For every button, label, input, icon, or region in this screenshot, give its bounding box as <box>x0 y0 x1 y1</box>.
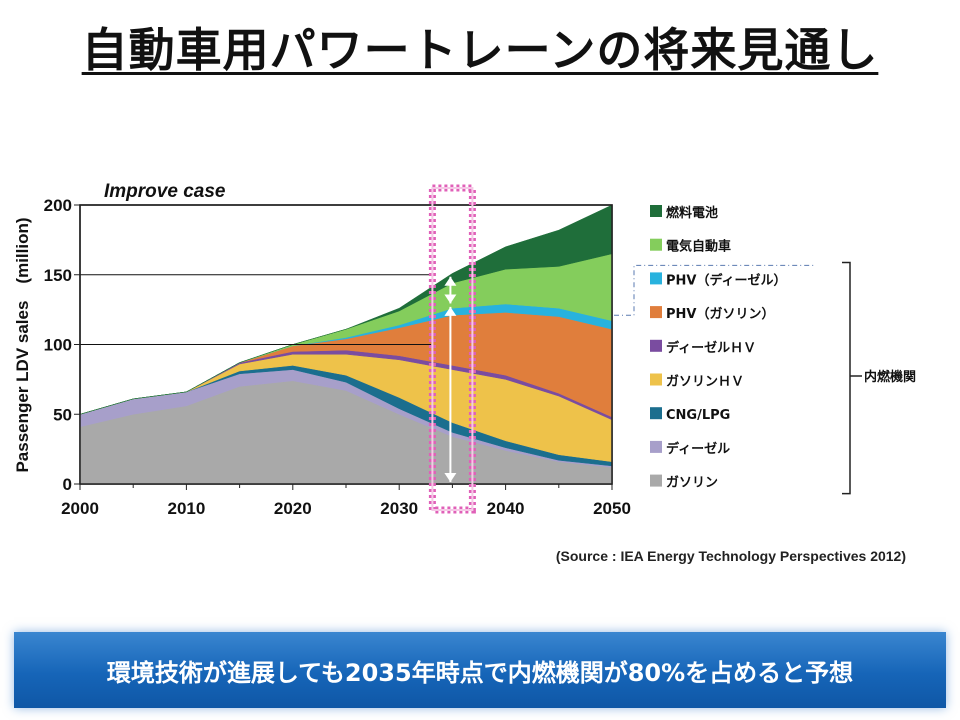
arrow-non-ice-head-up <box>444 276 457 286</box>
arrow-ice-head-up <box>444 306 457 316</box>
legend-swatch <box>650 407 662 420</box>
legend-swatch <box>650 306 662 319</box>
legend-swatch <box>650 440 662 453</box>
page-title: 自動車用パワートレーンの将来見通し <box>81 23 879 77</box>
y-tick-label: 100 <box>44 336 72 355</box>
legend-label: 電気自動車 <box>666 239 731 255</box>
legend-label: ディーゼルＨＶ <box>666 340 756 356</box>
highlight-box-inner <box>431 187 474 511</box>
y-tick-label: 150 <box>44 266 72 285</box>
legend-label: ガソリン <box>666 476 718 491</box>
y-tick-label: 0 <box>63 475 72 494</box>
x-tick-label: 2000 <box>61 499 99 518</box>
legend-label: CNG/LPG <box>666 408 730 423</box>
legend-label: ガソリンＨＶ <box>666 375 744 390</box>
y-axis-label: Passenger LDV sales (million) <box>13 217 32 472</box>
legend-swatch <box>650 373 662 386</box>
legend-label: ディーゼル <box>666 441 730 457</box>
ice-bracket <box>842 261 851 495</box>
legend-swatch <box>650 474 662 487</box>
x-tick-label: 2010 <box>167 499 205 518</box>
legend-label: PHV（ガソリン） <box>666 306 774 322</box>
legend-swatch <box>650 205 662 217</box>
legend-swatch <box>650 238 662 251</box>
arrow-non-ice-head-down <box>444 294 457 304</box>
summary-text: 環境技術が進展しても2035年時点で内燃機関が80%を占めると予想 <box>106 658 854 687</box>
legend-swatch <box>650 272 662 285</box>
y-tick-label: 200 <box>44 196 72 215</box>
legend-label: 燃料電池 <box>666 205 718 221</box>
x-tick-label: 2040 <box>487 499 525 518</box>
x-tick-label: 2020 <box>274 499 312 518</box>
legend-label: PHV（ディーゼル） <box>666 272 787 288</box>
chart-title: Improve case <box>104 181 226 202</box>
source-note: (Source : IEA Energy Technology Perspect… <box>555 548 906 564</box>
stacked-area-chart: 2000 2010 2020 2030 2040 2050 0 50 100 150 200 Pass… <box>13 181 916 518</box>
x-tick-label: 2050 <box>593 499 631 518</box>
legend-connector <box>614 264 814 316</box>
ice-bracket-label: 内燃機関 <box>864 369 916 385</box>
y-tick-label: 50 <box>53 405 72 424</box>
legend-swatch <box>650 339 662 352</box>
arrow-ice-head-down <box>444 473 457 482</box>
summary-banner: 環境技術が進展しても2035年時点で内燃機関が80%を占めると予想 <box>14 632 946 708</box>
x-tick-label: 2030 <box>380 499 418 518</box>
